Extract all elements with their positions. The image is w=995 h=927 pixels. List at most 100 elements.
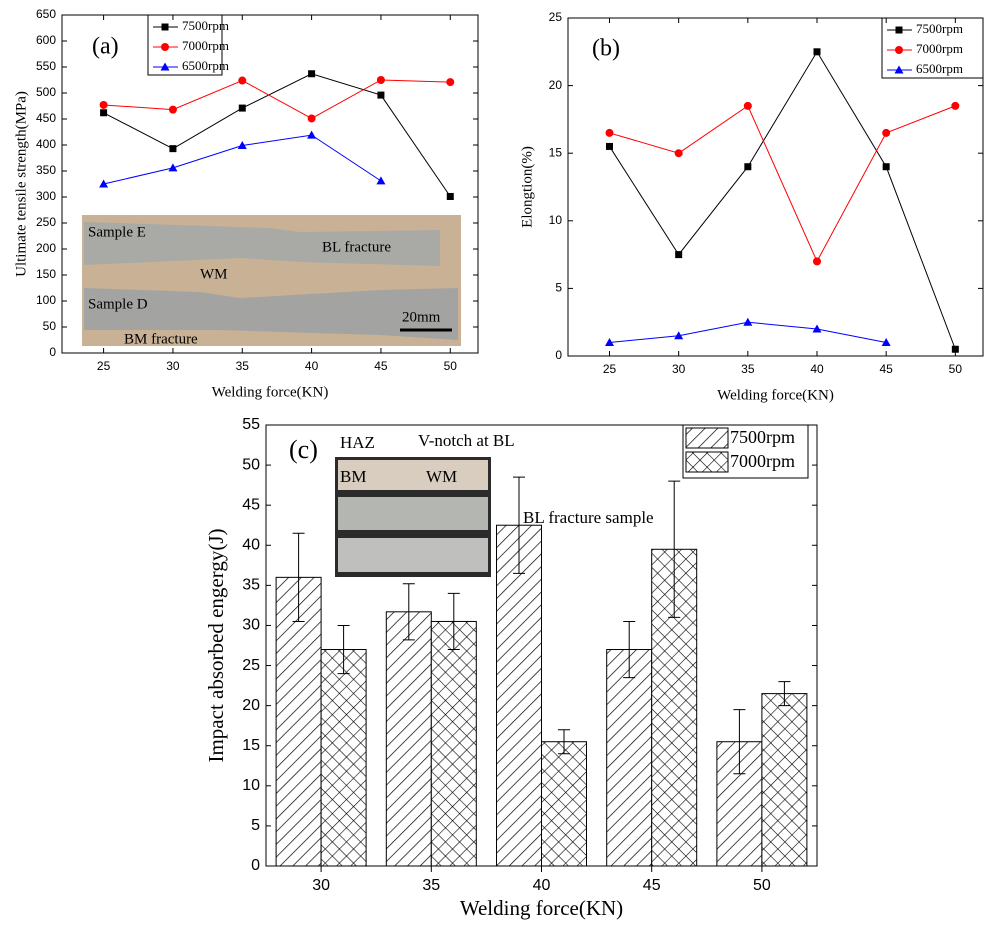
bar	[320, 649, 367, 867]
marker	[895, 26, 903, 34]
x-tick-label: 40	[533, 877, 551, 894]
x-axis-title: Welding force(KN)	[717, 387, 834, 403]
series-line	[609, 50, 956, 350]
legend-label: 7000rpm	[182, 38, 229, 53]
photo-label: BM	[340, 467, 366, 486]
error-bar	[623, 620, 636, 679]
marker	[307, 114, 316, 123]
marker	[168, 105, 177, 114]
marker	[376, 76, 385, 84]
error-bar	[337, 624, 350, 675]
marker	[307, 130, 317, 139]
photo-label: HAZ	[340, 433, 375, 452]
y-axis-title: Impact absorbed engergy(J)	[204, 528, 228, 762]
y-tick-label: 15	[242, 737, 260, 754]
marker	[605, 128, 614, 137]
x-tick-label: 45	[643, 877, 661, 894]
marker	[100, 109, 108, 117]
error-bar	[513, 476, 525, 574]
marker	[674, 331, 684, 340]
marker	[605, 337, 614, 346]
y-axis-title: Elongtion(%)	[519, 146, 535, 228]
marker	[743, 317, 753, 326]
legend-label: 7500rpm	[182, 18, 229, 33]
marker	[674, 149, 683, 158]
marker	[743, 101, 752, 110]
marker	[160, 62, 170, 71]
bar	[430, 620, 477, 867]
photo-label: BM fracture	[124, 331, 198, 347]
marker	[881, 337, 891, 346]
marker	[446, 78, 455, 87]
photo-inset-c	[335, 457, 491, 577]
marker	[951, 101, 960, 110]
y-tick-label: 10	[549, 213, 563, 227]
x-tick-label: 35	[741, 362, 755, 376]
y-axis-title: Ultimate tensile strength(MPa)	[13, 91, 29, 277]
marker	[169, 145, 177, 153]
x-tick-label: 35	[422, 877, 440, 894]
y-tick-label: 35	[242, 577, 260, 594]
photo-label: WM	[200, 266, 228, 282]
y-tick-label: 650	[36, 7, 56, 21]
marker	[744, 163, 752, 171]
x-tick-label: 30	[672, 362, 686, 376]
panel-label: (a)	[92, 34, 119, 60]
y-tick-label: 0	[251, 857, 260, 874]
x-tick-label: 45	[374, 359, 388, 373]
marker	[238, 76, 247, 85]
error-bar	[558, 729, 570, 755]
x-tick-label: 50	[949, 362, 963, 376]
series-line	[609, 105, 956, 263]
legend-label: 7000rpm	[916, 41, 963, 56]
y-tick-label: 200	[36, 241, 56, 255]
x-tick-label: 45	[879, 362, 893, 376]
plot-frame	[61, 14, 479, 354]
legend-label: 6500rpm	[916, 61, 963, 76]
bar	[606, 649, 653, 867]
bar	[541, 741, 587, 867]
bar	[496, 524, 542, 867]
marker	[99, 179, 109, 188]
plot-frame	[567, 17, 984, 357]
error-bar	[292, 532, 305, 622]
y-tick-label: 15	[549, 145, 563, 159]
legend-label: 7500rpm	[916, 21, 963, 36]
marker	[161, 43, 169, 51]
y-tick-label: 40	[242, 536, 260, 553]
marker	[813, 257, 821, 266]
marker	[99, 100, 108, 109]
error-bar	[778, 681, 791, 707]
legend-label: 7000rpm	[730, 451, 795, 471]
y-tick-label: 450	[36, 111, 56, 125]
error-bar	[733, 709, 746, 775]
photo-label: Sample D	[88, 296, 148, 312]
y-tick-label: 30	[242, 617, 260, 634]
y-tick-label: 50	[43, 319, 57, 333]
legend-swatch	[685, 427, 729, 449]
y-tick-label: 600	[36, 33, 56, 47]
x-tick-label: 25	[603, 362, 617, 376]
bar	[275, 576, 322, 867]
error-bar	[402, 583, 415, 641]
panel-label: (c)	[289, 435, 318, 464]
y-tick-label: 20	[549, 78, 563, 92]
marker	[168, 163, 178, 172]
y-tick-label: 45	[242, 496, 260, 513]
x-tick-label: 40	[305, 359, 319, 373]
y-tick-label: 5	[251, 817, 260, 834]
y-tick-label: 250	[36, 215, 56, 229]
x-tick-label: 25	[97, 359, 111, 373]
legend-label: 6500rpm	[182, 58, 229, 73]
y-tick-label: 100	[36, 293, 56, 307]
y-tick-label: 550	[36, 59, 56, 73]
y-tick-label: 500	[36, 85, 56, 99]
y-tick-label: 350	[36, 163, 56, 177]
x-axis-title: Welding force(KN)	[212, 384, 329, 400]
marker	[308, 70, 316, 78]
photo-label: BL fracture	[322, 239, 391, 255]
legend-label: 7500rpm	[730, 427, 795, 447]
marker	[951, 345, 959, 353]
series-line	[103, 73, 451, 197]
x-tick-label: 30	[166, 359, 180, 373]
